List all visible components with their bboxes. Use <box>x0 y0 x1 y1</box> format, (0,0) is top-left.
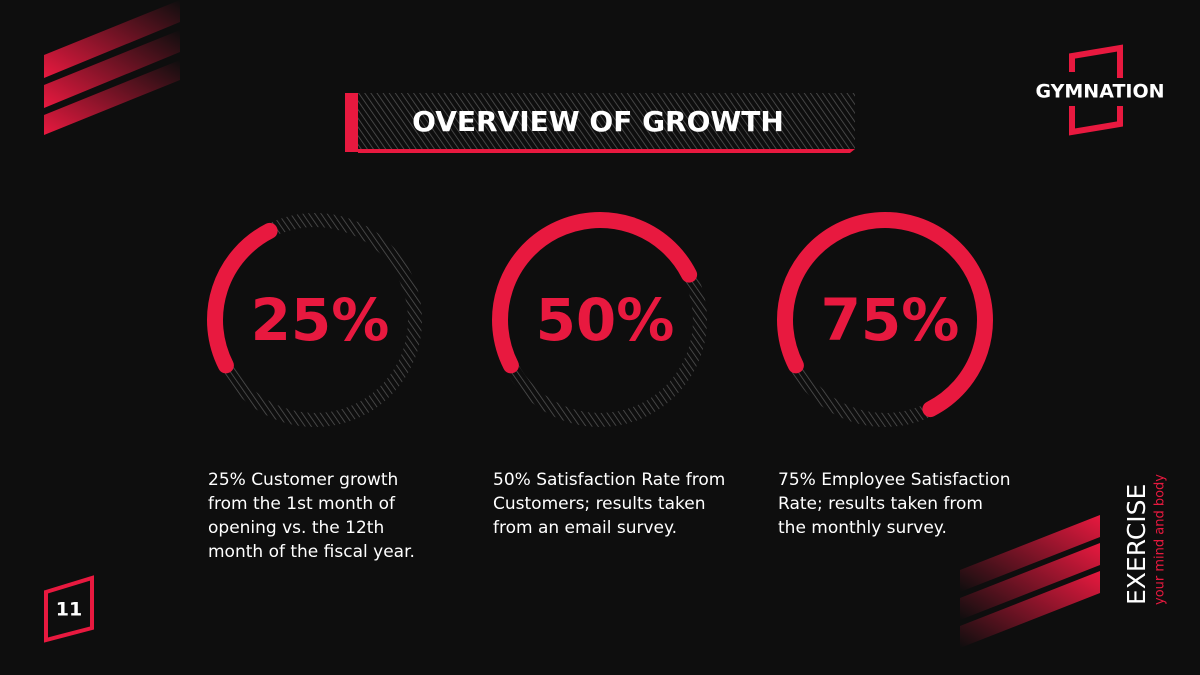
value-label: 75% <box>821 286 960 354</box>
title: OVERVIEW OF GROWTH <box>412 105 784 138</box>
caption: 50% Satisfaction Rate from Customers; re… <box>493 470 726 538</box>
decor-stripes <box>44 0 1100 648</box>
logo-frame <box>1069 44 1123 136</box>
tagline: EXERCISE <box>1122 484 1151 605</box>
page-number: 11 <box>56 599 82 621</box>
title-box <box>345 93 855 153</box>
progress-arc <box>777 212 993 418</box>
progress-arc <box>492 212 698 374</box>
value-label: 25% <box>251 286 390 354</box>
progress-arc <box>207 222 278 374</box>
caption: 25% Customer growth from the 1st month o… <box>208 470 415 562</box>
page-frame <box>44 575 94 643</box>
value-label: 50% <box>536 286 675 354</box>
tagline-sub: your mind and body <box>1153 474 1168 605</box>
logo: GYMNATION <box>1035 81 1164 103</box>
caption: 75% Employee Satisfaction Rate; results … <box>778 470 1011 538</box>
